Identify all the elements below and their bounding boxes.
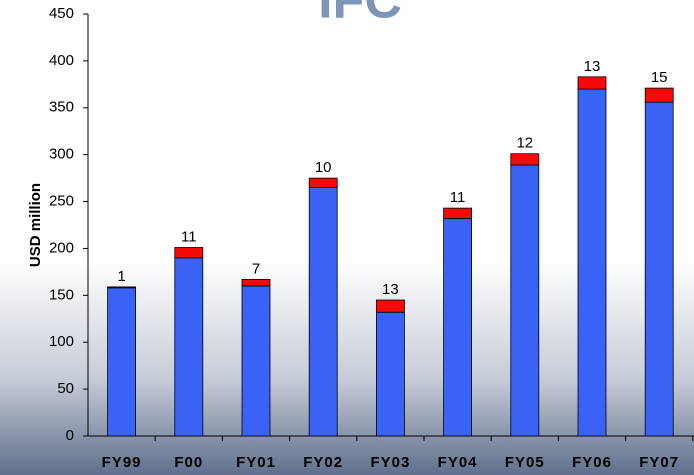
x-tick-label: FY01	[236, 454, 276, 471]
bar-segment	[644, 101, 674, 437]
bar-segment	[577, 88, 607, 437]
data-label: 1	[117, 268, 125, 285]
y-tick-label: 150	[49, 286, 74, 303]
bar-segment	[577, 76, 607, 90]
bar-segment	[308, 177, 338, 188]
x-tick-label: FY03	[370, 454, 410, 471]
bar-segment	[107, 286, 136, 289]
bar-segment	[107, 287, 136, 437]
bar-segment	[241, 285, 271, 437]
data-label: 11	[181, 228, 197, 245]
data-label: 11	[450, 189, 466, 206]
logo: IFC	[318, 0, 402, 30]
y-axis-label: USD million	[27, 183, 44, 267]
bar-segment	[174, 257, 204, 437]
bar-segment	[375, 299, 405, 313]
data-label: 13	[382, 281, 399, 298]
x-tick-label: FY04	[438, 454, 478, 471]
bar-segment	[510, 164, 540, 437]
x-tick-label: FY06	[572, 454, 612, 471]
bar-segment	[443, 207, 473, 219]
y-tick-label: 300	[49, 146, 74, 163]
y-tick-label: 50	[57, 380, 74, 397]
x-tick-label: FY99	[102, 454, 142, 471]
y-tick-label: 400	[49, 52, 74, 69]
y-tick-label: 100	[49, 333, 74, 350]
y-tick-label: 0	[66, 427, 74, 444]
bar-segment	[510, 153, 540, 166]
data-label: 15	[651, 69, 668, 86]
data-label: 10	[315, 159, 332, 176]
data-label: 12	[516, 135, 533, 152]
y-tick-label: 250	[49, 193, 74, 210]
y-tick-label: 450	[49, 5, 74, 22]
data-label: 7	[252, 260, 260, 277]
data-label: 13	[584, 58, 601, 75]
x-tick-label: F00	[174, 454, 203, 471]
bar-segment	[241, 278, 271, 287]
x-tick-label: FY07	[639, 454, 679, 471]
bar-segment	[375, 311, 405, 437]
y-tick-label: 200	[49, 239, 74, 256]
bar-segment	[174, 247, 204, 259]
y-tick-label: 350	[49, 99, 74, 116]
x-tick-label: FY05	[505, 454, 545, 471]
bar-segment	[308, 187, 338, 437]
x-tick-label: FY02	[303, 454, 343, 471]
bar-segment	[443, 218, 473, 437]
bar-segment	[644, 87, 674, 103]
